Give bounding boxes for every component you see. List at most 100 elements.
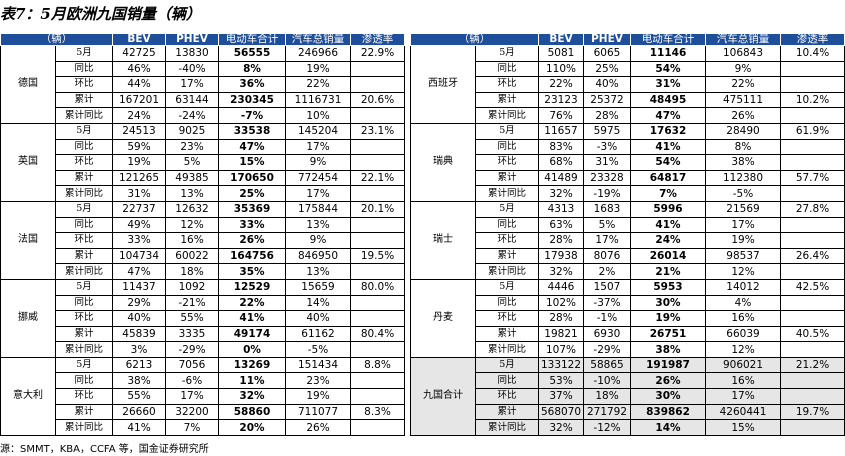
row-label: 5月 <box>475 356 539 374</box>
value-cell: 53% <box>538 372 584 390</box>
value-cell: 37% <box>538 388 584 405</box>
value-cell: 35% <box>218 263 286 280</box>
value-cell: 106843 <box>705 45 781 62</box>
data-row: 累计 41489 23328 64817 112380 57.7% <box>411 169 845 187</box>
value-cell: 15659 <box>285 278 351 296</box>
value-cell: 19% <box>285 388 351 405</box>
value-cell: 41% <box>218 310 286 327</box>
value-cell: 30% <box>630 294 706 312</box>
data-row: 同比 29% -21% 22% 14% <box>1 294 405 312</box>
row-label: 5月 <box>55 200 113 218</box>
empty-cell <box>780 76 845 93</box>
value-cell: 40.5% <box>780 325 845 343</box>
value-cell: 13% <box>285 263 351 280</box>
row-label: 同比 <box>475 138 539 156</box>
row-label: 5月 <box>55 45 113 62</box>
value-cell: 76% <box>538 107 584 124</box>
value-cell: 6930 <box>583 325 631 343</box>
value-cell: 20.6% <box>350 91 405 109</box>
row-label: 环比 <box>475 232 539 249</box>
data-row: 环比 55% 17% 32% 19% <box>1 388 405 405</box>
data-row: 瑞典 5月 11657 5975 17632 28490 61.9% <box>410 122 845 202</box>
value-cell: 3335 <box>165 325 219 343</box>
value-cell: 11657 <box>538 122 584 140</box>
value-cell: 17% <box>165 76 219 93</box>
empty-cell <box>780 60 845 78</box>
value-cell: 22.1% <box>350 169 405 187</box>
row-label: 同比 <box>475 372 539 390</box>
value-cell: 20% <box>218 419 286 436</box>
value-cell: 36% <box>218 76 286 93</box>
value-cell: 9% <box>705 60 781 78</box>
value-cell: 14012 <box>705 278 781 296</box>
empty-cell <box>350 310 405 327</box>
row-label: 累计 <box>475 403 539 421</box>
row-label: 环比 <box>475 154 539 171</box>
value-cell: 13269 <box>218 356 286 374</box>
row-label: 同比 <box>55 372 113 390</box>
value-cell: 56555 <box>218 45 286 62</box>
value-cell: -19% <box>583 185 631 202</box>
value-cell: 5975 <box>583 122 631 140</box>
value-cell: 31% <box>583 154 631 171</box>
value-cell: 9% <box>285 232 351 249</box>
value-cell: 17% <box>285 138 351 156</box>
header-cell: PHEV <box>165 33 219 46</box>
country-cell: 意大利 <box>0 356 56 436</box>
country-cell: 西班牙 <box>410 45 476 124</box>
country-cell: 英国 <box>0 122 56 202</box>
sales-table: （辆） BEV PHEV 电动车合计 汽车总销量 渗透率 德国 5月 42725 13830 565… <box>0 33 405 436</box>
value-cell: 33538 <box>218 122 286 140</box>
value-cell: 772454 <box>285 169 351 187</box>
row-label: 环比 <box>55 232 113 249</box>
row-label: 累计 <box>55 325 113 343</box>
value-cell: 12% <box>705 263 781 280</box>
value-cell: 14% <box>285 294 351 312</box>
value-cell: 6065 <box>583 45 631 62</box>
header-cell: 渗透率 <box>780 33 845 46</box>
value-cell: 58865 <box>583 356 631 374</box>
value-cell: 104734 <box>112 247 166 265</box>
data-row: 意大利 5月 6213 7056 13269 151434 8.8% <box>0 356 405 436</box>
row-label: 累计同比 <box>475 341 539 358</box>
value-cell: 80.0% <box>350 278 405 296</box>
data-row: 累计同比 32% -12% 14% 15% <box>411 419 845 436</box>
value-cell: 12% <box>165 216 219 234</box>
empty-cell <box>350 232 405 249</box>
value-cell: 26% <box>218 232 286 249</box>
empty-cell <box>350 76 405 93</box>
value-cell: 17938 <box>538 247 584 265</box>
value-cell: 29% <box>112 294 166 312</box>
row-label: 累计 <box>475 247 539 265</box>
value-cell: 48495 <box>630 91 706 109</box>
value-cell: 23123 <box>538 91 584 109</box>
value-cell: 11% <box>218 372 286 390</box>
value-cell: 31% <box>630 76 706 93</box>
row-label: 环比 <box>55 76 113 93</box>
value-cell: 8.8% <box>350 356 405 374</box>
row-label: 累计 <box>55 403 113 421</box>
row-label: 5月 <box>55 356 113 374</box>
row-label: 环比 <box>475 76 539 93</box>
value-cell: 46% <box>112 60 166 78</box>
value-cell: 11437 <box>112 278 166 296</box>
header-cell: （辆） <box>410 33 539 46</box>
value-cell: 23.1% <box>350 122 405 140</box>
value-cell: 164756 <box>218 247 286 265</box>
value-cell: 38% <box>112 372 166 390</box>
data-row: 累计 26660 32200 58860 711077 8.3% <box>1 403 405 421</box>
empty-cell <box>780 341 845 358</box>
value-cell: 19% <box>630 310 706 327</box>
value-cell: 14% <box>630 419 706 436</box>
value-cell: 41% <box>112 419 166 436</box>
empty-cell <box>350 294 405 312</box>
value-cell: 41489 <box>538 169 584 187</box>
value-cell: 60022 <box>165 247 219 265</box>
value-cell: 26% <box>630 372 706 390</box>
value-cell: 32% <box>538 419 584 436</box>
value-cell: 32% <box>538 185 584 202</box>
row-label: 累计 <box>55 91 113 109</box>
value-cell: 38% <box>630 341 706 358</box>
value-cell: -37% <box>583 294 631 312</box>
value-cell: 55% <box>165 310 219 327</box>
